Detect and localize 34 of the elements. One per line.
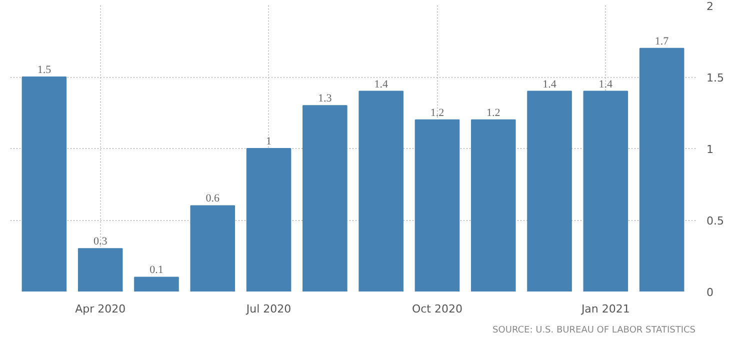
data-label: 1.5 (37, 64, 52, 76)
x-tick-label: Jan 2021 (580, 302, 630, 316)
bar (302, 105, 348, 292)
data-label: 1.2 (486, 106, 500, 119)
data-label: 1.4 (598, 78, 614, 90)
data-label: 1.7 (654, 35, 670, 48)
bar (22, 76, 67, 292)
x-tick-label: Apr 2020 (75, 302, 126, 316)
x-tick-label: Jul 2020 (245, 302, 292, 316)
y-tick-label: 0.5 (706, 214, 724, 228)
x-tick-label: Oct 2020 (412, 302, 462, 316)
data-label: 1.4 (542, 78, 557, 90)
bar (190, 205, 236, 292)
y-tick-label: 1 (706, 143, 714, 156)
data-label: 1.3 (318, 92, 332, 105)
bar (470, 119, 516, 292)
data-label: 1 (266, 136, 272, 148)
y-tick-label: 0 (706, 286, 714, 299)
data-label: 0.3 (93, 236, 108, 248)
y-tick-label: 2 (706, 0, 714, 13)
bar (527, 90, 572, 292)
data-label: 1.4 (374, 78, 388, 90)
bar (134, 276, 179, 292)
source-note: SOURCE: U.S. BUREAU OF LABOR STATISTICS (492, 326, 696, 336)
bar (358, 90, 404, 292)
data-label: 0.6 (206, 192, 220, 205)
y-tick-label: 1.5 (706, 72, 724, 84)
bar (414, 119, 460, 292)
bar (583, 90, 628, 292)
data-label: 0.1 (150, 264, 164, 276)
bar (639, 48, 684, 292)
bar (78, 248, 123, 292)
bar (246, 148, 292, 292)
data-label: 1.2 (430, 106, 444, 119)
